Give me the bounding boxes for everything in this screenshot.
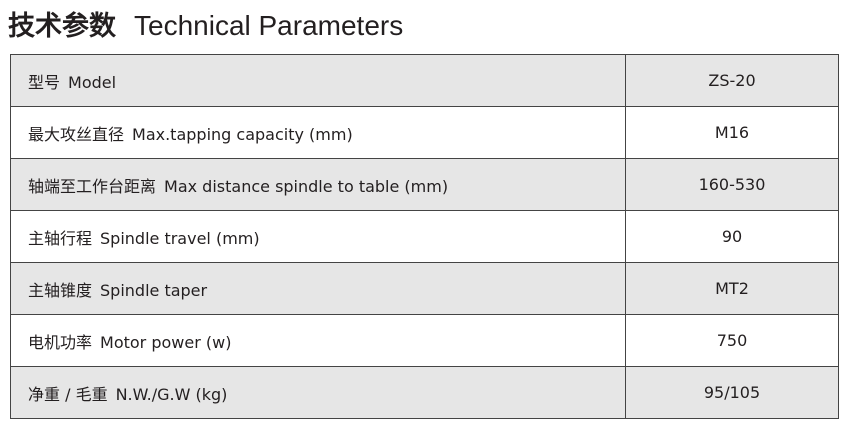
parameter-label: 主轴锥度 Spindle taper — [10, 262, 626, 315]
parameter-value: MT2 — [625, 262, 839, 315]
parameter-label-en: N.W./G.W (kg) — [115, 384, 228, 404]
parameter-label-cn: 最大攻丝直径 — [28, 124, 125, 144]
parameter-label-en: Spindle travel (mm) — [100, 228, 260, 248]
parameters-table: 型号 Model ZS-20 最大攻丝直径 Max.tapping capacity (… — [10, 54, 839, 419]
page-title: 技术参数 Technical Parameters — [8, 8, 403, 45]
table-row: 轴端至工作台距离 Max distance spindle to table (m… — [10, 158, 839, 211]
table-row: 电机功率 Motor power (w) 750 — [10, 314, 839, 367]
table-row: 主轴锥度 Spindle taper MT2 — [10, 262, 839, 315]
parameter-label: 主轴行程 Spindle travel (mm) — [10, 210, 626, 263]
table-row: 最大攻丝直径 Max.tapping capacity (mm) M16 — [10, 106, 839, 159]
parameter-label-en: Max distance spindle to table (mm) — [164, 176, 449, 196]
parameter-value: 160-530 — [625, 158, 839, 211]
parameter-label-cn: 轴端至工作台距离 — [28, 176, 157, 196]
parameter-label: 电机功率 Motor power (w) — [10, 314, 626, 367]
title-english: Technical Parameters — [134, 10, 404, 41]
parameter-label-en: Max.tapping capacity (mm) — [132, 124, 353, 144]
parameter-label-en: Motor power (w) — [100, 332, 232, 352]
parameter-label-cn: 型号 — [28, 72, 61, 92]
parameter-value: 90 — [625, 210, 839, 263]
parameter-value: 95/105 — [625, 366, 839, 419]
table-row: 主轴行程 Spindle travel (mm) 90 — [10, 210, 839, 263]
parameter-label: 轴端至工作台距离 Max distance spindle to table (m… — [10, 158, 626, 211]
parameter-label: 最大攻丝直径 Max.tapping capacity (mm) — [10, 106, 626, 159]
parameter-label-en: Model — [68, 72, 117, 92]
table-row: 型号 Model ZS-20 — [10, 54, 839, 107]
table-row: 净重 / 毛重 N.W./G.W (kg) 95/105 — [10, 366, 839, 419]
parameter-label-cn: 主轴锥度 — [28, 280, 93, 300]
parameter-label: 净重 / 毛重 N.W./G.W (kg) — [10, 366, 626, 419]
parameter-value: M16 — [625, 106, 839, 159]
parameter-label-en: Spindle taper — [100, 280, 208, 300]
parameter-label-cn: 电机功率 — [28, 332, 93, 352]
parameter-label-cn: 净重 / 毛重 — [28, 384, 108, 404]
parameter-label-cn: 主轴行程 — [28, 228, 93, 248]
parameter-value: 750 — [625, 314, 839, 367]
parameter-value: ZS-20 — [625, 54, 839, 107]
parameter-label: 型号 Model — [10, 54, 626, 107]
title-chinese: 技术参数 — [8, 11, 116, 42]
